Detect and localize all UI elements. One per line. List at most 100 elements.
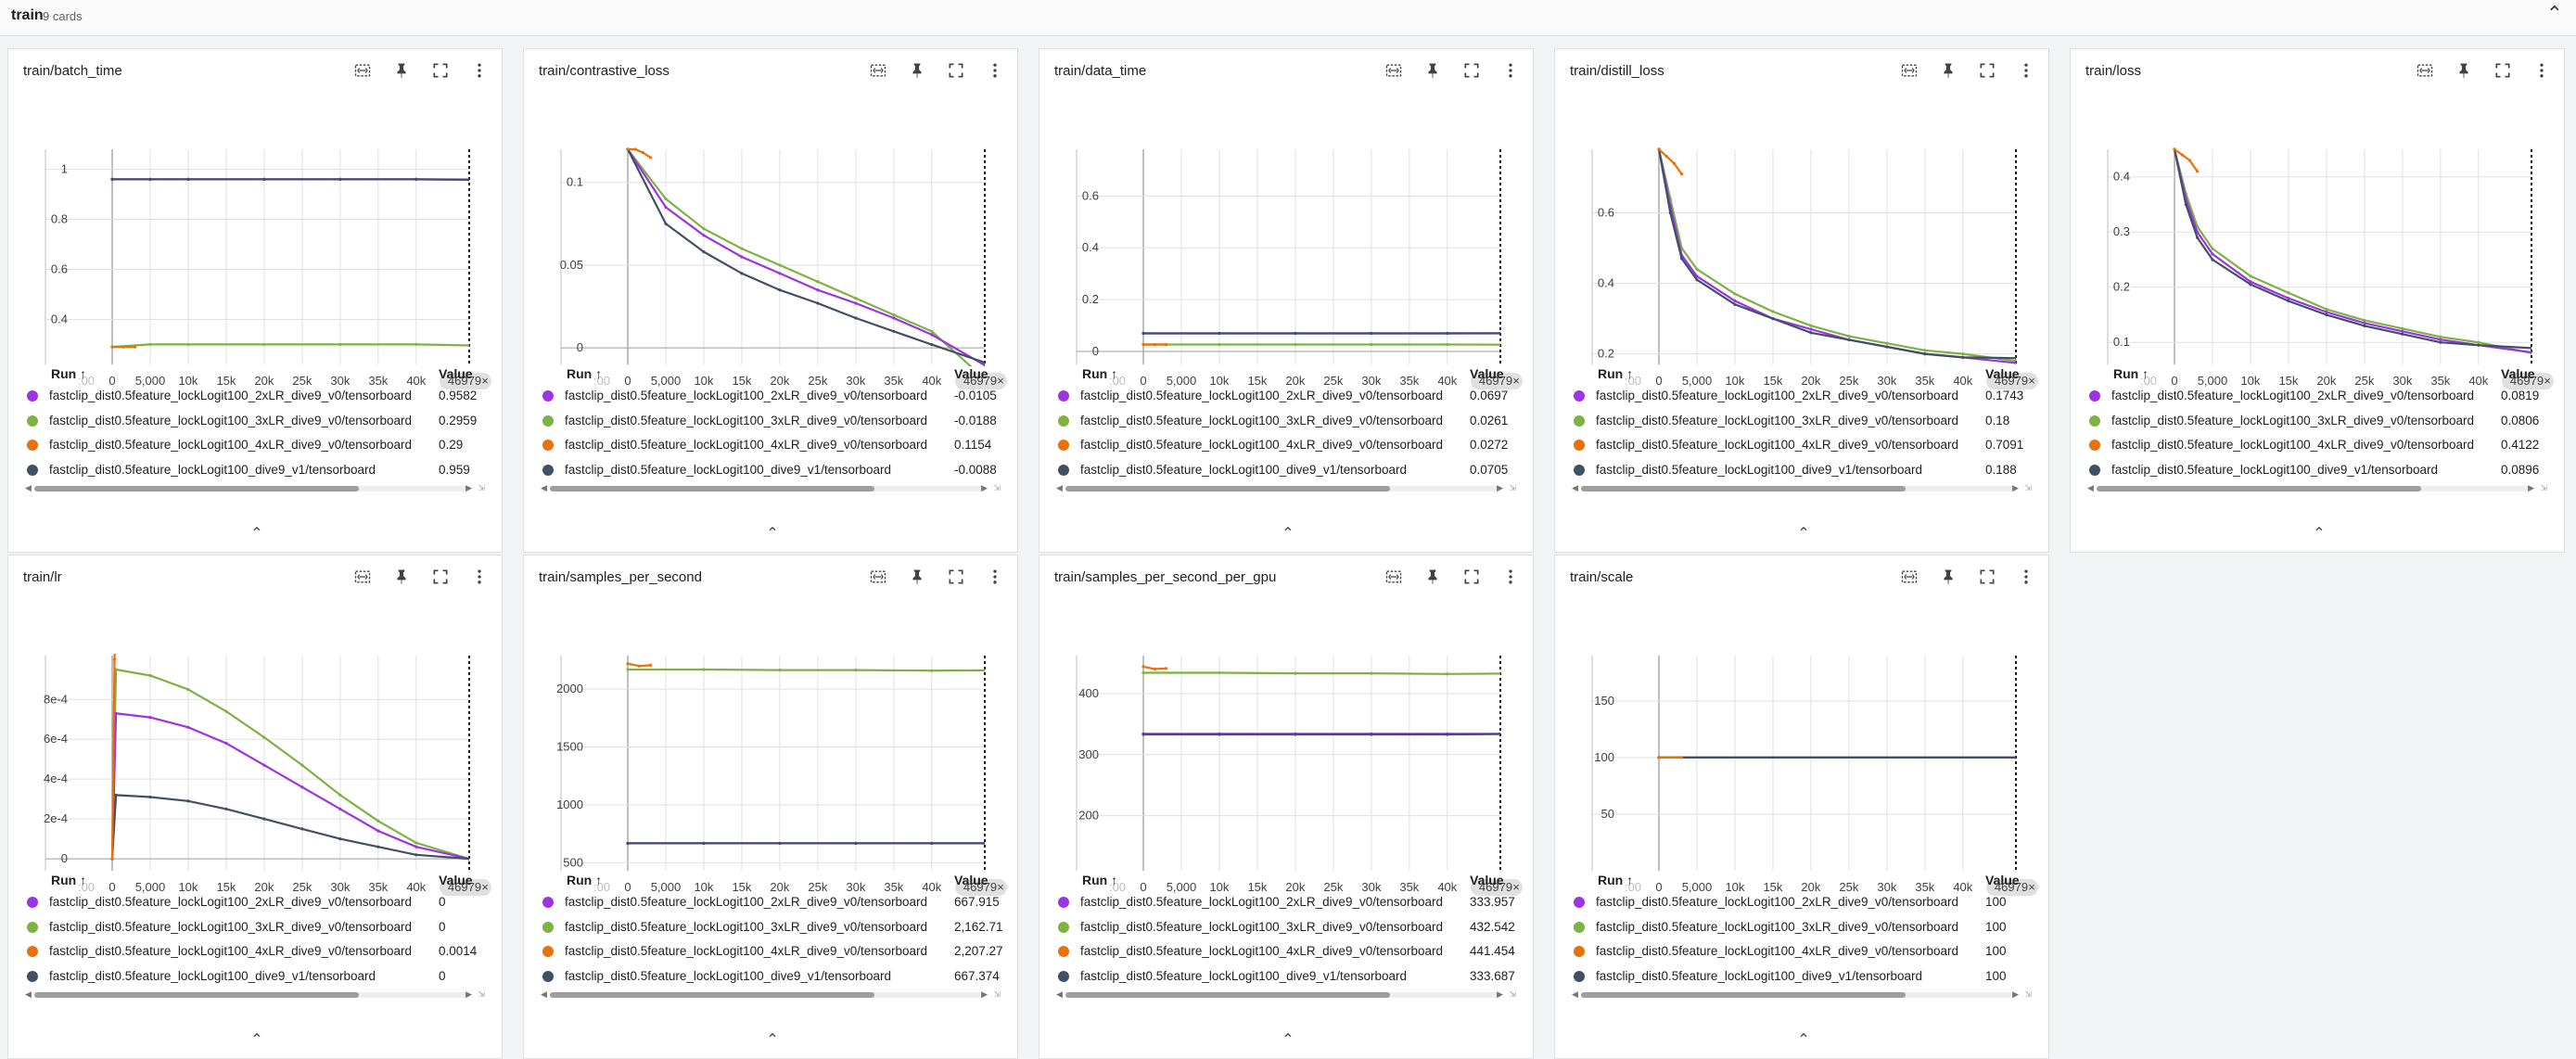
expand-card-icon[interactable]: ⌃ <box>248 1030 266 1049</box>
table-row[interactable]: fastclip_dist0.5feature_lockLogit100_3xL… <box>1555 916 2048 938</box>
more-menu-button[interactable] <box>2013 565 2039 589</box>
value-column-header[interactable]: Value <box>1985 873 2020 887</box>
table-row[interactable]: fastclip_dist0.5feature_lockLogit100_div… <box>1555 459 2048 481</box>
scroll-thumb[interactable] <box>1581 486 1906 491</box>
table-row[interactable]: fastclip_dist0.5feature_lockLogit100_div… <box>1039 965 1533 988</box>
pin-card-button[interactable] <box>389 58 414 83</box>
pin-card-button[interactable] <box>1420 58 1446 83</box>
table-row[interactable]: fastclip_dist0.5feature_lockLogit100_3xL… <box>1039 410 1533 432</box>
table-row[interactable]: fastclip_dist0.5feature_lockLogit100_4xL… <box>1039 940 1533 963</box>
table-row[interactable]: fastclip_dist0.5feature_lockLogit100_4xL… <box>1039 434 1533 456</box>
fullscreen-button[interactable] <box>1974 58 2000 83</box>
value-column-header[interactable]: Value <box>1985 366 2020 381</box>
scroll-thumb[interactable] <box>2097 486 2421 491</box>
table-row[interactable]: fastclip_dist0.5feature_lockLogit100_div… <box>524 965 1017 988</box>
table-row[interactable]: fastclip_dist0.5feature_lockLogit100_div… <box>1555 965 2048 988</box>
resize-grip-icon[interactable]: ⇲ <box>993 483 1001 493</box>
pin-card-button[interactable] <box>389 565 414 589</box>
table-row[interactable]: fastclip_dist0.5feature_lockLogit100_div… <box>2071 459 2564 481</box>
run-column-header[interactable]: Run ↑ <box>1082 873 1117 887</box>
expand-card-icon[interactable]: ⌃ <box>763 1030 782 1049</box>
table-row[interactable]: fastclip_dist0.5feature_lockLogit100_div… <box>8 965 502 988</box>
table-row[interactable]: fastclip_dist0.5feature_lockLogit100_4xL… <box>1555 434 2048 456</box>
fullscreen-button[interactable] <box>943 58 969 83</box>
table-row[interactable]: fastclip_dist0.5feature_lockLogit100_3xL… <box>2071 410 2564 432</box>
more-menu-button[interactable] <box>2013 58 2039 83</box>
value-column-header[interactable]: Value <box>954 366 988 381</box>
table-row[interactable]: fastclip_dist0.5feature_lockLogit100_4xL… <box>1555 940 2048 963</box>
scroll-right-icon[interactable]: ▶ <box>1497 483 1503 493</box>
pin-card-button[interactable] <box>2451 58 2477 83</box>
pin-card-button[interactable] <box>904 58 930 83</box>
more-menu-button[interactable] <box>466 565 492 589</box>
expand-card-icon[interactable]: ⌃ <box>2310 524 2328 542</box>
more-menu-button[interactable] <box>2529 58 2555 83</box>
table-row[interactable]: fastclip_dist0.5feature_lockLogit100_2xL… <box>1039 891 1533 913</box>
scroll-left-icon[interactable]: ◀ <box>1572 483 1578 493</box>
pin-card-button[interactable] <box>1935 565 1961 589</box>
table-row[interactable]: fastclip_dist0.5feature_lockLogit100_2xL… <box>2071 385 2564 407</box>
more-menu-button[interactable] <box>982 565 1008 589</box>
table-row[interactable]: fastclip_dist0.5feature_lockLogit100_3xL… <box>8 916 502 938</box>
fit-to-data-button[interactable] <box>1381 58 1407 83</box>
table-scrollbar[interactable]: ◀▶⇲ <box>1056 989 1516 999</box>
table-row[interactable]: fastclip_dist0.5feature_lockLogit100_4xL… <box>2071 434 2564 456</box>
table-row[interactable]: fastclip_dist0.5feature_lockLogit100_4xL… <box>524 434 1017 456</box>
table-row[interactable]: fastclip_dist0.5feature_lockLogit100_3xL… <box>1555 410 2048 432</box>
scroll-thumb[interactable] <box>34 486 359 491</box>
run-column-header[interactable]: Run ↑ <box>2113 366 2149 381</box>
run-column-header[interactable]: Run ↑ <box>1082 366 1117 381</box>
value-column-header[interactable]: Value <box>1470 873 1504 887</box>
scroll-right-icon[interactable]: ▶ <box>2012 989 2019 1000</box>
pin-card-button[interactable] <box>904 565 930 589</box>
scroll-thumb[interactable] <box>1581 992 1906 998</box>
scroll-thumb[interactable] <box>34 992 359 998</box>
table-row[interactable]: fastclip_dist0.5feature_lockLogit100_div… <box>8 459 502 481</box>
table-row[interactable]: fastclip_dist0.5feature_lockLogit100_div… <box>1039 459 1533 481</box>
fit-to-data-button[interactable] <box>865 565 891 589</box>
table-row[interactable]: fastclip_dist0.5feature_lockLogit100_3xL… <box>8 410 502 432</box>
scroll-left-icon[interactable]: ◀ <box>1056 483 1063 493</box>
resize-grip-icon[interactable]: ⇲ <box>2024 483 2032 493</box>
resize-grip-icon[interactable]: ⇲ <box>1509 483 1516 493</box>
fullscreen-button[interactable] <box>1459 58 1485 83</box>
pin-card-button[interactable] <box>1935 58 1961 83</box>
scroll-left-icon[interactable]: ◀ <box>541 989 547 1000</box>
more-menu-button[interactable] <box>982 58 1008 83</box>
expand-card-icon[interactable]: ⌃ <box>248 524 266 542</box>
scroll-left-icon[interactable]: ◀ <box>25 989 32 1000</box>
scroll-right-icon[interactable]: ▶ <box>2528 483 2534 493</box>
expand-card-icon[interactable]: ⌃ <box>1279 1030 1297 1049</box>
pin-card-button[interactable] <box>1420 565 1446 589</box>
scroll-right-icon[interactable]: ▶ <box>465 483 472 493</box>
table-row[interactable]: fastclip_dist0.5feature_lockLogit100_4xL… <box>8 940 502 963</box>
resize-grip-icon[interactable]: ⇲ <box>1509 989 1516 1000</box>
fit-to-data-button[interactable] <box>350 58 376 83</box>
table-row[interactable]: fastclip_dist0.5feature_lockLogit100_div… <box>524 459 1017 481</box>
table-scrollbar[interactable]: ◀ ▶ ⇲ <box>1056 483 1516 492</box>
fit-to-data-button[interactable] <box>350 565 376 589</box>
resize-grip-icon[interactable]: ⇲ <box>478 483 485 493</box>
scroll-left-icon[interactable]: ◀ <box>25 483 32 493</box>
run-column-header[interactable]: Run ↑ <box>567 873 602 887</box>
more-menu-button[interactable] <box>1498 58 1524 83</box>
fit-to-data-button[interactable] <box>2412 58 2438 83</box>
scroll-right-icon[interactable]: ▶ <box>981 989 988 1000</box>
table-scrollbar[interactable]: ◀▶⇲ <box>1572 989 2032 999</box>
table-row[interactable]: fastclip_dist0.5feature_lockLogit100_2xL… <box>8 891 502 913</box>
table-row[interactable]: fastclip_dist0.5feature_lockLogit100_4xL… <box>8 434 502 456</box>
scroll-right-icon[interactable]: ▶ <box>2012 483 2019 493</box>
scroll-right-icon[interactable]: ▶ <box>465 989 472 1000</box>
run-column-header[interactable]: Run ↑ <box>1598 873 1633 887</box>
scroll-thumb[interactable] <box>1065 992 1390 998</box>
table-row[interactable]: fastclip_dist0.5feature_lockLogit100_3xL… <box>524 916 1017 938</box>
table-row[interactable]: fastclip_dist0.5feature_lockLogit100_2xL… <box>524 385 1017 407</box>
resize-grip-icon[interactable]: ⇲ <box>993 989 1001 1000</box>
